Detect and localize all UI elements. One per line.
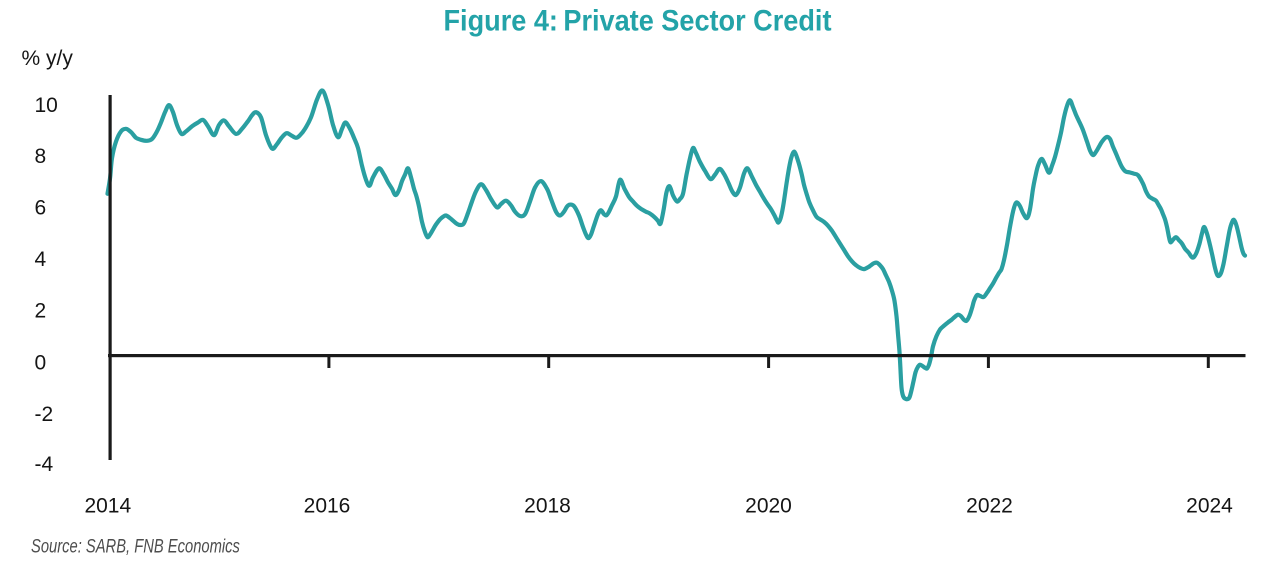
svg-text:8: 8 <box>35 145 47 168</box>
svg-text:2018: 2018 <box>524 494 571 517</box>
svg-text:2016: 2016 <box>304 494 351 517</box>
svg-text:0: 0 <box>35 352 47 375</box>
svg-text:Source: SARB, FNB Economics: Source: SARB, FNB Economics <box>31 536 240 557</box>
svg-text:6: 6 <box>35 197 47 220</box>
svg-text:2022: 2022 <box>966 494 1013 517</box>
svg-text:2024: 2024 <box>1186 494 1233 517</box>
svg-text:4: 4 <box>35 248 47 271</box>
svg-text:% y/y: % y/y <box>22 47 74 70</box>
svg-text:-4: -4 <box>35 453 54 476</box>
svg-text:Figure 4: Private Sector Credi: Figure 4: Private Sector Credit <box>444 4 832 38</box>
svg-text:-2: -2 <box>35 403 54 426</box>
svg-text:2020: 2020 <box>745 494 792 517</box>
svg-text:2: 2 <box>35 300 47 323</box>
svg-text:10: 10 <box>35 94 58 117</box>
svg-text:2014: 2014 <box>84 494 131 517</box>
